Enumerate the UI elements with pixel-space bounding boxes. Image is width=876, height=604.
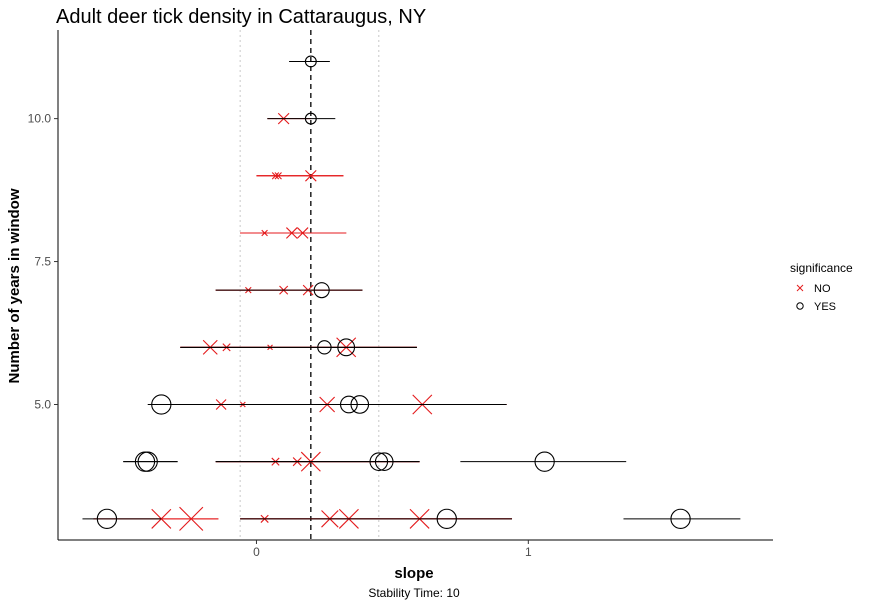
caption: Stability Time: 10 bbox=[368, 586, 460, 600]
series-yes bbox=[82, 55, 741, 529]
legend-label: NO bbox=[814, 283, 831, 295]
legend-title: significance bbox=[790, 261, 853, 275]
chart-title: Adult deer tick density in Cattaraugus, … bbox=[56, 6, 426, 28]
legend-label: YES bbox=[814, 301, 836, 313]
data-point-yes bbox=[313, 282, 330, 299]
legend-marker-circle bbox=[796, 302, 804, 310]
data-point-no bbox=[296, 227, 309, 239]
data-point-yes bbox=[304, 112, 317, 125]
y-tick-label: 7.5 bbox=[34, 255, 51, 269]
series-no bbox=[93, 112, 513, 531]
data-point-no bbox=[305, 170, 317, 182]
legend-item-no: NO bbox=[796, 283, 831, 295]
data-point-yes bbox=[350, 395, 370, 414]
data-point-yes bbox=[96, 508, 118, 529]
data-point-yes bbox=[670, 508, 691, 529]
legend: significance NO YES bbox=[790, 261, 853, 313]
data-point-yes bbox=[534, 451, 555, 472]
plot-area: 5.0 7.5 10.0 0 1 bbox=[28, 30, 773, 559]
x-axis-title: slope bbox=[394, 565, 433, 582]
y-axis-title: Number of years in window bbox=[6, 188, 23, 383]
y-tick-label: 5.0 bbox=[34, 397, 51, 411]
data-point-yes bbox=[374, 452, 394, 471]
data-point-yes bbox=[304, 55, 317, 68]
y-tick-label: 10.0 bbox=[28, 112, 52, 126]
x-tick-label: 0 bbox=[253, 545, 260, 559]
data-point-yes bbox=[337, 338, 356, 357]
x-tick-label: 1 bbox=[525, 545, 532, 559]
data-point-no bbox=[179, 506, 204, 531]
legend-item-yes: YES bbox=[796, 301, 836, 313]
data-point-yes bbox=[436, 508, 457, 529]
data-point-yes bbox=[137, 451, 158, 472]
